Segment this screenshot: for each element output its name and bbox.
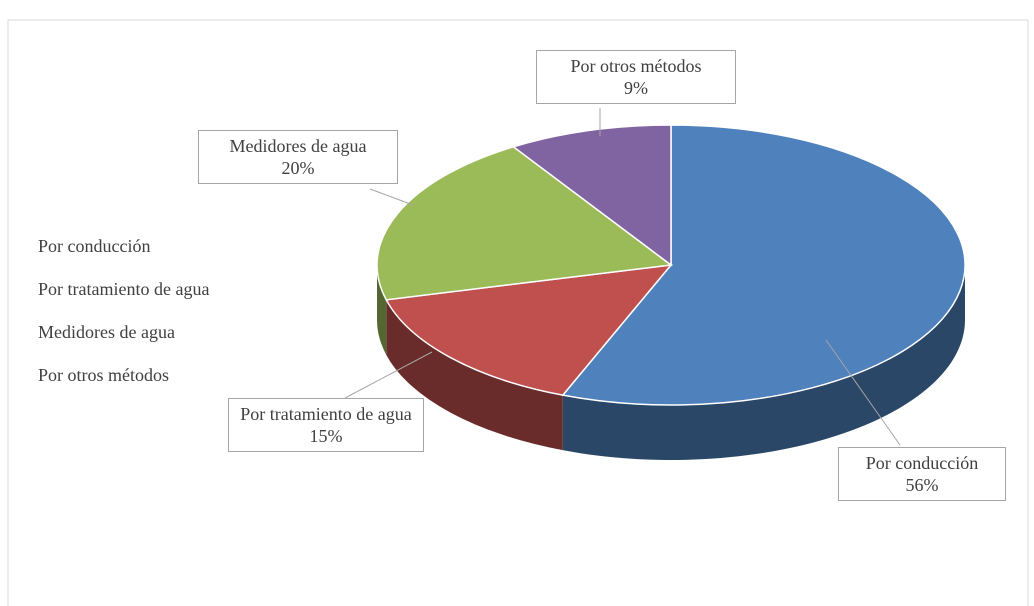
leader-line — [344, 351, 433, 399]
data-label-category: Medidores de agua — [229, 136, 367, 156]
data-label-value: 15% — [309, 426, 343, 446]
legend-item: Medidores de agua — [38, 322, 175, 343]
leader-line — [825, 339, 901, 446]
chart-border — [7, 19, 1029, 606]
data-label: Por conducción 56% — [838, 447, 1006, 501]
pie-side — [386, 299, 563, 451]
data-label-value: 56% — [905, 475, 939, 495]
legend-label: Por otros métodos — [38, 365, 170, 385]
data-label: Medidores de agua 20% — [198, 130, 398, 184]
data-label: Por otros métodos 9% — [536, 50, 736, 104]
data-label-category: Por conducción — [865, 453, 979, 473]
legend-label: Por tratamiento de agua — [38, 279, 210, 299]
legend-item: Por otros métodos — [38, 365, 169, 386]
pie-slice — [511, 124, 672, 267]
legend-label: Por conducción — [38, 236, 151, 256]
legend-item: Por tratamiento de agua — [38, 279, 209, 300]
data-label: Por tratamiento de agua 15% — [228, 398, 424, 452]
data-label-value: 20% — [281, 158, 315, 178]
leader-line — [369, 188, 414, 206]
pie-slice — [385, 264, 673, 396]
pie-slice — [376, 145, 673, 301]
data-label-category: Por otros métodos — [570, 56, 702, 76]
legend-label: Medidores de agua — [38, 322, 175, 342]
data-label-category: Por tratamiento de agua — [240, 404, 412, 424]
pie-side — [377, 265, 387, 355]
legend-item: Por conducción — [38, 236, 150, 257]
pie-side — [562, 265, 965, 460]
data-label-value: 9% — [624, 78, 648, 98]
pie-slice — [561, 124, 966, 406]
